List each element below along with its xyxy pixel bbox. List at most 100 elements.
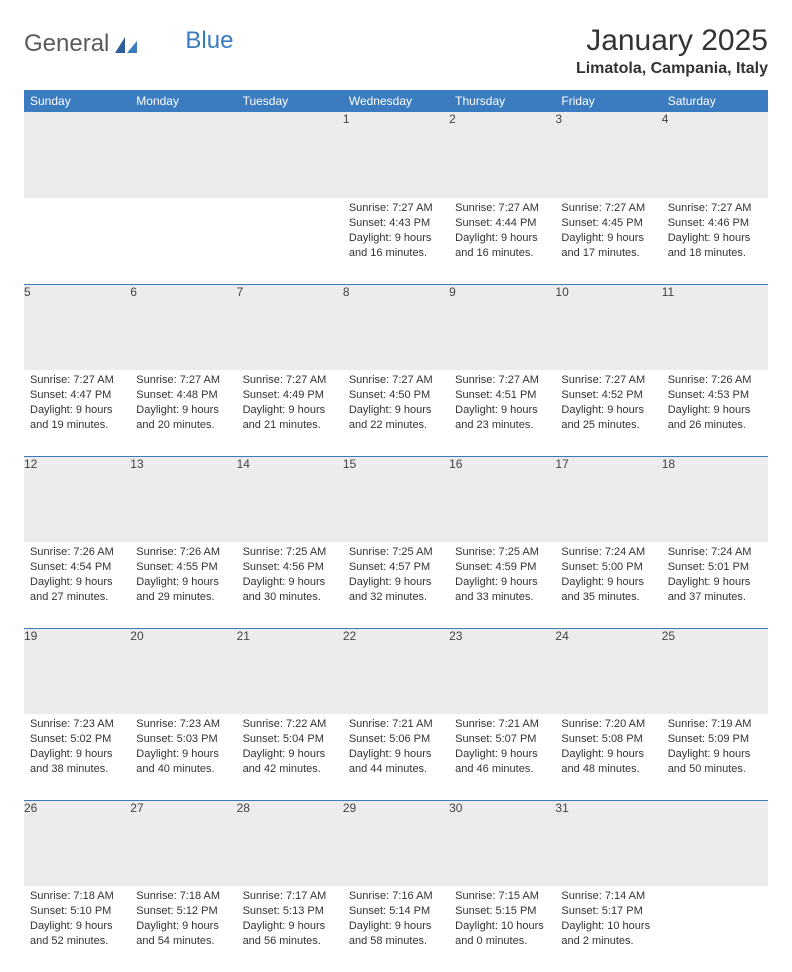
day-cell: Sunrise: 7:27 AMSunset: 4:52 PMDaylight:…: [555, 370, 661, 456]
day-cell: Sunrise: 7:18 AMSunset: 5:10 PMDaylight:…: [24, 886, 130, 972]
day-number-cell: 26: [24, 800, 130, 886]
day-cell: Sunrise: 7:16 AMSunset: 5:14 PMDaylight:…: [343, 886, 449, 972]
day-number-row: 1234: [24, 112, 768, 198]
daylight-text: Daylight: 9 hours and 35 minutes.: [561, 575, 655, 605]
daylight-text: Daylight: 9 hours and 23 minutes.: [455, 403, 549, 433]
daylight-text: Daylight: 9 hours and 48 minutes.: [561, 747, 655, 777]
day-number-cell: 11: [662, 284, 768, 370]
sunrise-text: Sunrise: 7:23 AM: [136, 717, 230, 732]
day-cell: Sunrise: 7:23 AMSunset: 5:02 PMDaylight:…: [24, 714, 130, 800]
sunset-text: Sunset: 4:49 PM: [243, 388, 337, 403]
weekday-header: Monday: [130, 90, 236, 112]
day-number-cell: 14: [237, 456, 343, 542]
header: General Blue January 2025 Limatola, Camp…: [24, 24, 768, 78]
sunrise-text: Sunrise: 7:22 AM: [243, 717, 337, 732]
daylight-text: Daylight: 9 hours and 40 minutes.: [136, 747, 230, 777]
sunset-text: Sunset: 5:13 PM: [243, 904, 337, 919]
daylight-text: Daylight: 9 hours and 33 minutes.: [455, 575, 549, 605]
day-number-cell: 24: [555, 628, 661, 714]
daylight-text: Daylight: 9 hours and 58 minutes.: [349, 919, 443, 949]
daylight-text: Daylight: 9 hours and 27 minutes.: [30, 575, 124, 605]
day-cell: Sunrise: 7:27 AMSunset: 4:51 PMDaylight:…: [449, 370, 555, 456]
calendar-table: SundayMondayTuesdayWednesdayThursdayFrid…: [24, 90, 768, 972]
day-number-cell: 20: [130, 628, 236, 714]
day-cell: Sunrise: 7:15 AMSunset: 5:15 PMDaylight:…: [449, 886, 555, 972]
day-number-cell: [237, 112, 343, 198]
sunrise-text: Sunrise: 7:14 AM: [561, 889, 655, 904]
sunset-text: Sunset: 5:12 PM: [136, 904, 230, 919]
daylight-text: Daylight: 9 hours and 50 minutes.: [668, 747, 762, 777]
day-number-cell: 15: [343, 456, 449, 542]
day-content-row: Sunrise: 7:23 AMSunset: 5:02 PMDaylight:…: [24, 714, 768, 800]
day-number-cell: 16: [449, 456, 555, 542]
sunset-text: Sunset: 5:08 PM: [561, 732, 655, 747]
sunrise-text: Sunrise: 7:19 AM: [668, 717, 762, 732]
sunrise-text: Sunrise: 7:27 AM: [668, 201, 762, 216]
day-content-row: Sunrise: 7:18 AMSunset: 5:10 PMDaylight:…: [24, 886, 768, 972]
day-cell: Sunrise: 7:25 AMSunset: 4:56 PMDaylight:…: [237, 542, 343, 628]
day-number-cell: 17: [555, 456, 661, 542]
day-cell: Sunrise: 7:27 AMSunset: 4:45 PMDaylight:…: [555, 198, 661, 284]
day-cell: Sunrise: 7:27 AMSunset: 4:43 PMDaylight:…: [343, 198, 449, 284]
daylight-text: Daylight: 9 hours and 42 minutes.: [243, 747, 337, 777]
sunset-text: Sunset: 5:07 PM: [455, 732, 549, 747]
daylight-text: Daylight: 9 hours and 20 minutes.: [136, 403, 230, 433]
sunrise-text: Sunrise: 7:27 AM: [455, 201, 549, 216]
day-number-cell: 25: [662, 628, 768, 714]
day-cell: Sunrise: 7:27 AMSunset: 4:50 PMDaylight:…: [343, 370, 449, 456]
day-cell: Sunrise: 7:25 AMSunset: 4:59 PMDaylight:…: [449, 542, 555, 628]
sunrise-text: Sunrise: 7:17 AM: [243, 889, 337, 904]
sunrise-text: Sunrise: 7:27 AM: [136, 373, 230, 388]
sunset-text: Sunset: 4:56 PM: [243, 560, 337, 575]
day-cell: Sunrise: 7:18 AMSunset: 5:12 PMDaylight:…: [130, 886, 236, 972]
day-number-cell: 4: [662, 112, 768, 198]
day-cell: Sunrise: 7:22 AMSunset: 5:04 PMDaylight:…: [237, 714, 343, 800]
sunrise-text: Sunrise: 7:23 AM: [30, 717, 124, 732]
logo: General Blue: [24, 24, 233, 58]
day-content-row: Sunrise: 7:26 AMSunset: 4:54 PMDaylight:…: [24, 542, 768, 628]
daylight-text: Daylight: 9 hours and 22 minutes.: [349, 403, 443, 433]
day-number-cell: 27: [130, 800, 236, 886]
sunrise-text: Sunrise: 7:27 AM: [349, 373, 443, 388]
sunset-text: Sunset: 4:54 PM: [30, 560, 124, 575]
day-cell: Sunrise: 7:27 AMSunset: 4:48 PMDaylight:…: [130, 370, 236, 456]
day-number-cell: 2: [449, 112, 555, 198]
sunset-text: Sunset: 4:45 PM: [561, 216, 655, 231]
day-number-cell: 21: [237, 628, 343, 714]
sunset-text: Sunset: 5:03 PM: [136, 732, 230, 747]
page-title: January 2025: [576, 24, 768, 58]
day-cell: Sunrise: 7:14 AMSunset: 5:17 PMDaylight:…: [555, 886, 661, 972]
sunset-text: Sunset: 4:57 PM: [349, 560, 443, 575]
day-cell: Sunrise: 7:20 AMSunset: 5:08 PMDaylight:…: [555, 714, 661, 800]
day-cell: [662, 886, 768, 972]
day-cell: Sunrise: 7:19 AMSunset: 5:09 PMDaylight:…: [662, 714, 768, 800]
day-number-row: 19202122232425: [24, 628, 768, 714]
weekday-header: Sunday: [24, 90, 130, 112]
sunset-text: Sunset: 5:01 PM: [668, 560, 762, 575]
sunset-text: Sunset: 5:02 PM: [30, 732, 124, 747]
day-cell: Sunrise: 7:26 AMSunset: 4:54 PMDaylight:…: [24, 542, 130, 628]
sunrise-text: Sunrise: 7:27 AM: [30, 373, 124, 388]
day-cell: Sunrise: 7:27 AMSunset: 4:46 PMDaylight:…: [662, 198, 768, 284]
daylight-text: Daylight: 9 hours and 44 minutes.: [349, 747, 443, 777]
sunset-text: Sunset: 4:51 PM: [455, 388, 549, 403]
day-number-cell: 6: [130, 284, 236, 370]
day-number-cell: 22: [343, 628, 449, 714]
day-cell: Sunrise: 7:23 AMSunset: 5:03 PMDaylight:…: [130, 714, 236, 800]
day-number-cell: 30: [449, 800, 555, 886]
day-number-row: 12131415161718: [24, 456, 768, 542]
day-number-cell: 9: [449, 284, 555, 370]
day-cell: Sunrise: 7:24 AMSunset: 5:01 PMDaylight:…: [662, 542, 768, 628]
day-number-row: 262728293031: [24, 800, 768, 886]
day-number-cell: [130, 112, 236, 198]
day-number-cell: 8: [343, 284, 449, 370]
day-content-row: Sunrise: 7:27 AM Sunset: 4:43 PMDaylight:…: [24, 198, 768, 284]
daylight-text: Daylight: 9 hours and 32 minutes.: [349, 575, 443, 605]
day-number-cell: 29: [343, 800, 449, 886]
sunrise-text: Sunrise: 7:16 AM: [349, 889, 443, 904]
logo-text-blue: Blue: [185, 27, 233, 55]
sunset-text: Sunset: 4:50 PM: [349, 388, 443, 403]
sunset-text: Sunset: 4:43 PM: [349, 216, 443, 231]
sunrise-text: Sunrise: 7:26 AM: [30, 545, 124, 560]
daylight-text: Daylight: 9 hours and 16 minutes.: [349, 231, 443, 261]
